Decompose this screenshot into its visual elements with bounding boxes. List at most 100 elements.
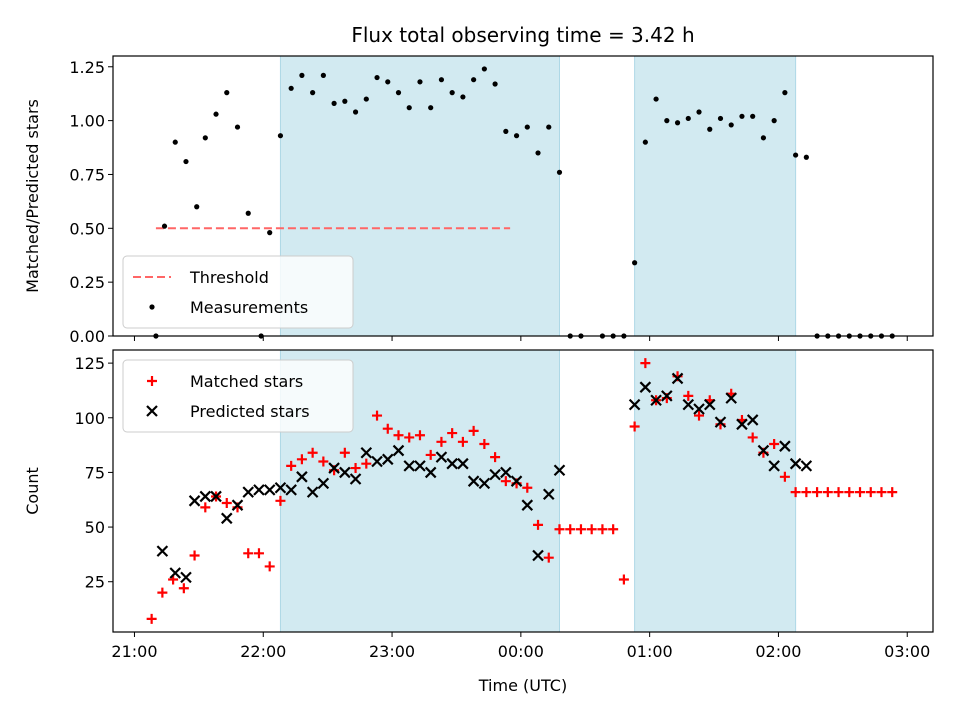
data-point (299, 72, 305, 78)
data-point (793, 152, 799, 158)
observing-windows (279, 350, 797, 632)
x-tick-label: 02:00 (755, 642, 801, 661)
data-point (213, 111, 219, 117)
data-point (779, 440, 791, 452)
data-point (425, 449, 436, 460)
data-point (489, 468, 501, 481)
data-point (521, 499, 534, 511)
data-point (393, 430, 404, 441)
data-point (200, 502, 211, 513)
data-point (363, 96, 369, 102)
ratio-panel: 0.00 0.25 0.50 0.75 1.00 1.25 Matched/Predict… (23, 55, 934, 346)
data-point (707, 126, 713, 132)
data-point (822, 487, 833, 498)
data-point (404, 432, 415, 443)
data-point (460, 94, 466, 100)
data-point (532, 549, 544, 562)
data-point (503, 128, 509, 134)
y-tick-label: 75 (85, 463, 105, 482)
data-point (632, 260, 638, 266)
x-tick-label: 22:00 (240, 642, 286, 661)
data-point (524, 124, 530, 130)
data-point (628, 398, 641, 411)
data-point (760, 135, 767, 141)
count-y-axis-label: Count (23, 467, 42, 515)
data-point (653, 96, 659, 102)
data-point (812, 487, 823, 498)
ratio-legend: Threshold Measurements (122, 255, 354, 329)
data-point (789, 457, 802, 470)
data-point (307, 447, 318, 458)
data-point (500, 476, 511, 487)
data-point (608, 524, 619, 535)
data-point (339, 466, 351, 479)
data-point (629, 421, 640, 432)
data-point (554, 524, 565, 535)
y-tick-label: 125 (74, 354, 105, 373)
data-point (467, 475, 480, 487)
data-point (703, 398, 716, 411)
data-point (479, 439, 490, 449)
data-point (757, 444, 770, 457)
y-tick-label: 0.50 (69, 219, 105, 238)
data-point (535, 150, 541, 156)
data-point (887, 487, 898, 498)
data-point (728, 122, 734, 128)
data-point (381, 453, 394, 466)
data-point (650, 394, 662, 407)
data-point (779, 471, 790, 482)
x-tick-label: 01:00 (627, 642, 673, 661)
data-point (664, 118, 670, 124)
data-point (317, 477, 330, 490)
legend-box (122, 359, 354, 433)
data-point (490, 452, 501, 463)
data-point (618, 574, 629, 585)
data-point (172, 139, 178, 145)
y-tick-label: 25 (85, 573, 105, 592)
data-point (436, 436, 447, 447)
series-matched-stars (146, 358, 898, 624)
data-point (492, 81, 498, 87)
data-point (768, 460, 780, 472)
data-point (424, 466, 437, 479)
data-point (274, 481, 287, 494)
data-point (183, 158, 189, 165)
data-point (471, 77, 477, 83)
data-point (403, 460, 416, 472)
data-point (750, 113, 756, 119)
data-point (194, 204, 200, 210)
data-point (717, 115, 724, 122)
data-point (392, 444, 405, 457)
data-point (642, 139, 648, 145)
data-point (556, 169, 563, 175)
data-point (331, 100, 337, 106)
data-point (231, 499, 244, 511)
ratio-y-axis-label: Matched/Predicted stars (23, 99, 42, 293)
chart-title: Flux total observing time = 3.42 h (351, 23, 694, 47)
data-point (371, 455, 383, 468)
data-point (296, 471, 308, 483)
data-point (782, 90, 788, 96)
data-point (360, 446, 373, 459)
data-point (597, 524, 608, 535)
y-tick-label: 1.00 (69, 112, 105, 131)
data-point (640, 358, 651, 369)
data-point (310, 90, 316, 96)
data-point (533, 519, 544, 530)
data-point (661, 390, 673, 402)
data-point (771, 118, 777, 124)
data-point (234, 124, 241, 130)
data-point (277, 133, 284, 139)
data-point (221, 498, 232, 509)
data-point (510, 475, 523, 487)
legend-label: Measurements (190, 298, 308, 317)
data-point (417, 79, 423, 85)
data-point (435, 451, 448, 463)
data-point (146, 613, 157, 624)
data-point (318, 456, 329, 467)
data-point (374, 74, 380, 81)
x-tick-label: 23:00 (369, 642, 415, 661)
data-point (542, 488, 555, 501)
data-point (682, 398, 695, 411)
